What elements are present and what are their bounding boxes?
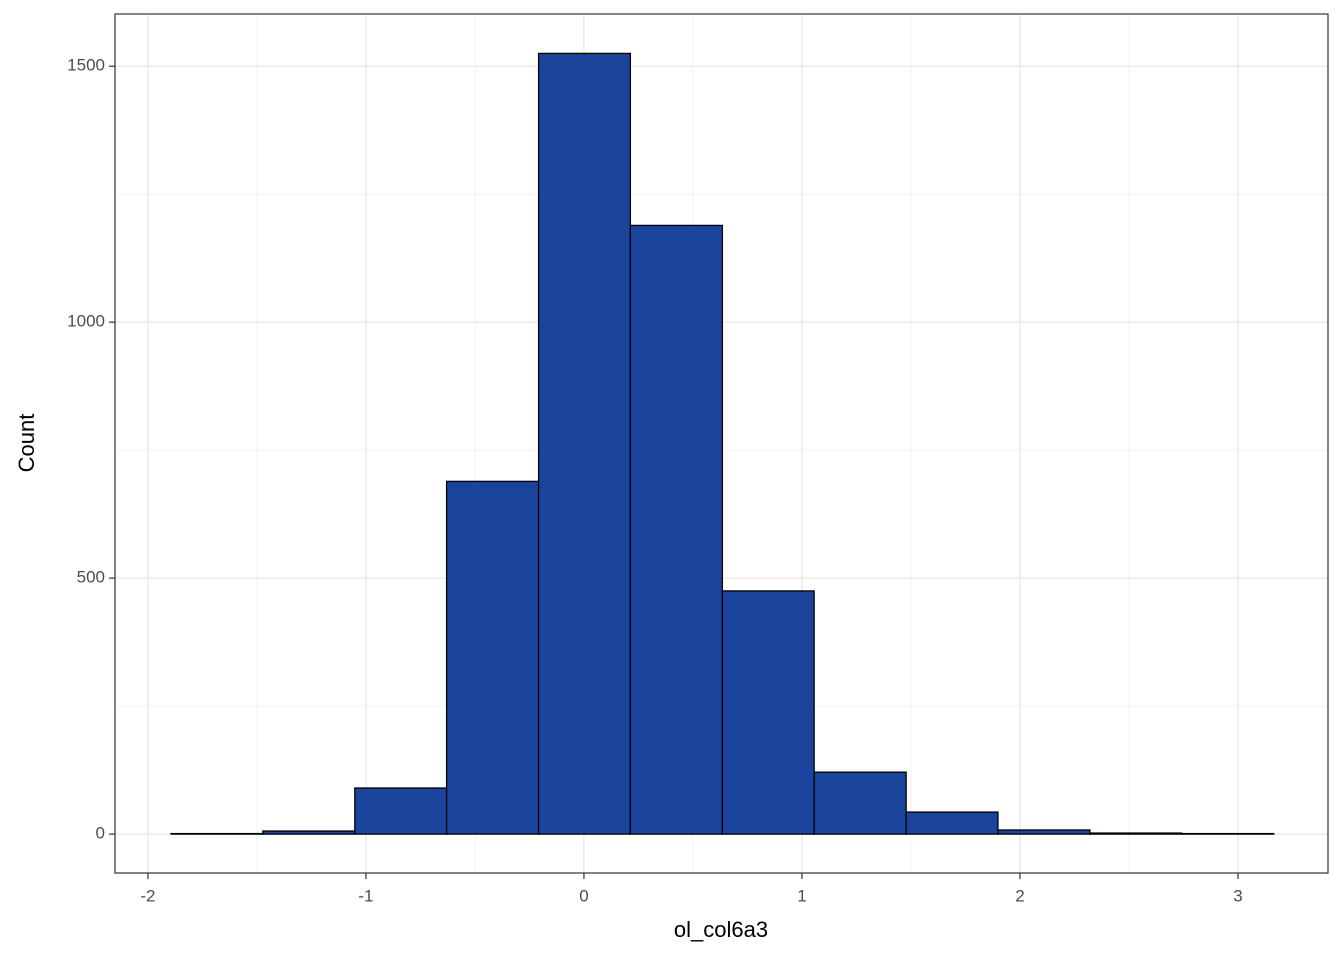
bar: [721, 590, 815, 835]
bar: [905, 811, 999, 835]
bar: [170, 832, 264, 835]
panel-border: [114, 13, 1329, 874]
y-axis-label: Count: [14, 414, 39, 473]
x-axis-label: ol_col6a3: [674, 917, 768, 942]
bar: [1089, 832, 1183, 835]
bar: [262, 830, 356, 835]
bars: [170, 52, 1275, 835]
x-tick-label: 0: [579, 886, 588, 905]
x-tick-label: -1: [358, 886, 373, 905]
bar: [813, 771, 907, 835]
bar: [354, 787, 448, 835]
x-tick-label: 3: [1233, 886, 1242, 905]
y-tick-label: 500: [77, 568, 105, 587]
x-tick-label: -2: [140, 886, 155, 905]
bar: [1181, 832, 1275, 835]
y-tick-label: 1500: [67, 56, 105, 75]
bar: [445, 480, 540, 835]
x-tick-label: 1: [797, 886, 806, 905]
bar: [997, 829, 1091, 835]
y-tick-label: 1000: [67, 312, 105, 331]
bar: [629, 224, 724, 835]
x-tick-label: 2: [1015, 886, 1024, 905]
bar: [537, 52, 632, 835]
y-tick-label: 0: [96, 824, 105, 843]
